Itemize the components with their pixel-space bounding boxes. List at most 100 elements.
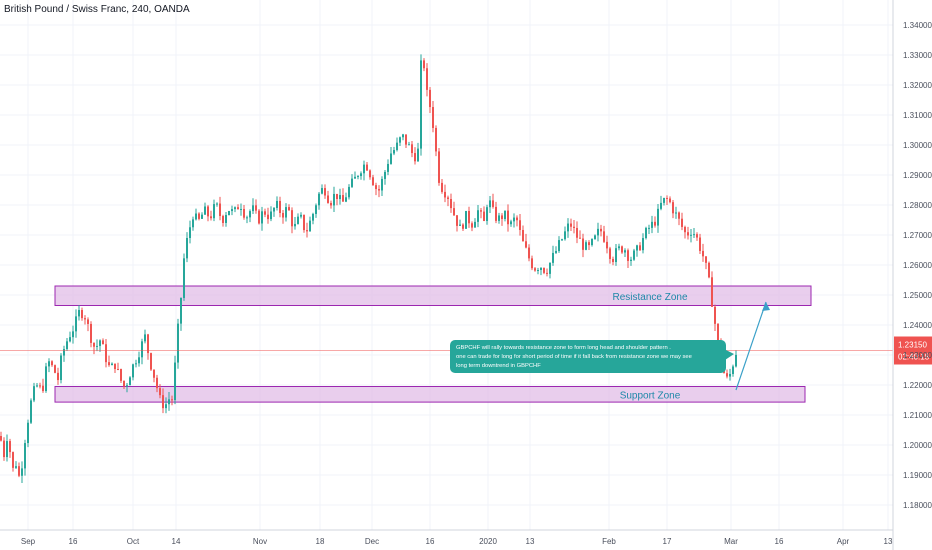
candle-body [564, 231, 566, 240]
candle-body [219, 203, 221, 216]
candle-body [459, 224, 461, 226]
candle-body [438, 151, 440, 183]
candle-body [693, 234, 695, 236]
candle-body [198, 213, 200, 219]
candle-body [33, 386, 35, 401]
candle-body [498, 215, 500, 221]
candle-body [414, 153, 416, 162]
candle-body [474, 221, 476, 228]
price-tick-label: 1.27000 [903, 231, 932, 240]
candle-body [342, 195, 344, 202]
current-price-label: 1.23150 [898, 341, 927, 350]
candle-body [531, 258, 533, 269]
time-axis[interactable]: Sep 16 Oct 14 Nov 18 Dec 16 2020 13 Feb 17 Mar 16 Apr 1… [21, 537, 893, 546]
candle-body [258, 210, 260, 224]
candle-body [105, 344, 107, 363]
candle-body [270, 211, 272, 220]
price-tick-label: 1.31000 [903, 111, 932, 120]
candle-body [609, 248, 611, 259]
candle-body [51, 361, 53, 366]
candle-body [96, 345, 98, 347]
candle-body [66, 341, 68, 350]
candle-body [423, 60, 425, 69]
candle-body [396, 142, 398, 151]
candle-body [354, 176, 356, 179]
candle-body [207, 206, 209, 217]
candle-body [519, 220, 521, 230]
time-tick-label: Mar [724, 537, 738, 546]
candle-body [594, 235, 596, 239]
candle-body [510, 221, 512, 225]
price-axis[interactable]: 1.34000 1.33000 1.32000 1.31000 1.30000 1.290… [903, 21, 932, 510]
candle-body [630, 259, 632, 261]
candle-body [90, 323, 92, 343]
candle-body [411, 144, 413, 154]
candle-body [252, 205, 254, 212]
candle-body [507, 210, 509, 225]
countdown-label: 02:40:18 [898, 353, 930, 362]
candle-body [6, 441, 8, 458]
candle-body [210, 216, 212, 219]
candles [0, 54, 737, 484]
candle-body [123, 380, 125, 387]
candle-body [444, 191, 446, 198]
candle-body [243, 208, 245, 218]
candle-body [195, 213, 197, 220]
candle-body [108, 362, 110, 366]
candle-body [57, 372, 59, 381]
price-tag [894, 336, 932, 365]
candle-body [102, 340, 104, 345]
symbol-title: British Pound / Swiss Franc, 240, OANDA [4, 4, 190, 15]
time-tick-label: 17 [663, 537, 672, 546]
candle-body [432, 107, 434, 128]
candle-body [480, 210, 482, 212]
time-tick-label: Oct [127, 537, 140, 546]
candle-body [138, 357, 140, 364]
candle-body [360, 173, 362, 177]
candle-body [189, 227, 191, 238]
candle-body [558, 240, 560, 251]
annotation-text-line: one can trade for long for short period … [456, 354, 692, 360]
candle-body [405, 134, 407, 145]
candle-body [450, 199, 452, 209]
time-tick-label: Apr [837, 537, 850, 546]
candle-body [399, 137, 401, 143]
candle-body [549, 262, 551, 274]
candle-body [81, 310, 83, 319]
candle-body [333, 193, 335, 206]
candle-body [447, 197, 449, 200]
time-tick-label: 2020 [479, 537, 497, 546]
candle-body [150, 353, 152, 370]
candle-body [378, 189, 380, 191]
candle-body [528, 247, 530, 259]
candle-body [174, 362, 176, 401]
candle-body [390, 153, 392, 164]
price-tick-label: 1.23000 [903, 351, 932, 360]
candle-body [525, 241, 527, 248]
candle-body [648, 227, 650, 229]
candle-body [18, 466, 20, 476]
annotation-text-line: long term downtrend in GBPCHF [456, 363, 541, 369]
candle-body [69, 337, 71, 342]
candle-body [735, 354, 737, 367]
candle-body [42, 385, 44, 392]
candle-body [375, 185, 377, 190]
candle-body [276, 200, 278, 208]
candle-body [246, 217, 248, 219]
candle-body [300, 214, 302, 217]
candle-body [240, 208, 242, 210]
candle-body [228, 211, 230, 215]
candle-body [261, 211, 263, 224]
candle-body [303, 214, 305, 231]
candle-body [156, 377, 158, 389]
candle-body [3, 440, 5, 458]
candle-body [48, 361, 50, 367]
zones: Resistance Zone Support Zone [54, 285, 812, 403]
price-tick-label: 1.22000 [903, 381, 932, 390]
candle-body [30, 400, 32, 423]
candle-body [237, 207, 239, 210]
candle-body [501, 215, 503, 220]
candle-body [552, 252, 554, 263]
